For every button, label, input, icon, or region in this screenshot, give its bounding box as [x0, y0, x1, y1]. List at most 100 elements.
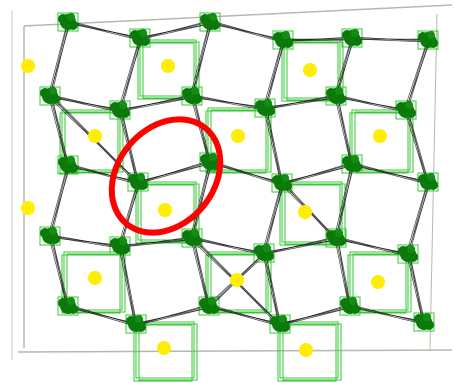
node-cluster-icon — [110, 101, 130, 118]
lattice-edge — [406, 182, 431, 257]
green-square-outline — [137, 42, 195, 100]
lattice-edge — [281, 307, 350, 326]
lattice-edge — [262, 183, 285, 256]
node-cluster-icon — [273, 31, 293, 48]
node-cluster-icon — [414, 313, 434, 330]
node-cluster-icon — [270, 315, 290, 332]
lattice-edge — [351, 304, 426, 324]
node-lobe — [210, 20, 220, 30]
lattice-edge — [193, 96, 210, 165]
lattice-edge — [407, 108, 430, 184]
node-cluster-icon — [126, 315, 146, 332]
lattice-edge — [192, 160, 212, 240]
node-cluster-icon — [182, 229, 202, 246]
node-lobe — [283, 38, 293, 48]
node-outline-box — [339, 296, 361, 316]
lattice-edge — [353, 162, 430, 184]
lattice-edge — [353, 164, 428, 185]
node-lobe — [68, 20, 78, 30]
lattice-edge — [139, 163, 210, 184]
node-lobe — [423, 313, 431, 321]
lattice-edge — [262, 254, 279, 324]
lattice-edge — [208, 23, 282, 40]
lattice-edge — [118, 247, 135, 324]
lattice-edge — [118, 183, 138, 246]
node-cluster-icon — [199, 297, 219, 314]
lattice-edge — [337, 96, 352, 167]
lattice-edge — [193, 238, 209, 309]
node-outline-box — [39, 86, 61, 106]
node-lobe — [418, 32, 428, 42]
lattice-edge — [48, 22, 71, 99]
lattice-edge — [141, 23, 210, 40]
lattice-edge — [190, 22, 213, 99]
node-cluster-icon — [58, 13, 78, 30]
green-square-outline — [63, 251, 123, 311]
lattice-edge — [190, 23, 210, 96]
lattice-edge — [266, 108, 282, 186]
lattice-edge — [48, 23, 68, 96]
node-lobe — [335, 87, 343, 95]
green-square-outline — [279, 321, 339, 379]
lattice-edge — [334, 165, 352, 238]
yellow-dot-icon — [161, 59, 175, 73]
node-lobe — [209, 304, 219, 314]
node-cluster-icon — [255, 99, 275, 116]
lattice-edge — [337, 94, 408, 112]
lattice-edge — [337, 236, 410, 256]
yellow-dot-icon — [373, 129, 387, 143]
node-lobe — [342, 30, 352, 40]
lattice-edge — [348, 307, 423, 322]
node-lobe — [50, 94, 60, 104]
node-lobe — [200, 14, 210, 24]
lattice-edge — [69, 165, 138, 185]
red-ellipse-highlight — [108, 116, 224, 236]
lattice-edges — [48, 20, 431, 327]
node-lobe — [209, 13, 217, 21]
lattice-edge — [118, 38, 143, 113]
node-lobe — [336, 94, 346, 104]
node-lobe — [272, 175, 282, 185]
node-lobe — [427, 173, 435, 181]
lattice-edge — [190, 239, 208, 306]
node-lobe — [264, 99, 272, 107]
node-lobe — [408, 252, 418, 262]
node-lobe — [128, 174, 138, 184]
green-square-outline — [349, 112, 409, 174]
highlight-layer — [108, 116, 224, 236]
node-lobe — [68, 304, 78, 314]
lattice-edge — [265, 253, 280, 327]
node-lobe — [199, 298, 209, 308]
node-lobe — [264, 251, 274, 261]
node-lobe — [326, 88, 336, 98]
node-lobe — [406, 108, 416, 118]
node-lobe — [49, 87, 57, 95]
node-lobe — [68, 163, 78, 173]
lattice-edge — [265, 38, 285, 110]
lattice-edge — [192, 20, 212, 98]
node-lobe — [58, 157, 68, 167]
yellow-dot-icon — [157, 341, 171, 355]
node-lobe — [280, 322, 290, 332]
node-lobe — [265, 106, 275, 116]
node-lobe — [119, 237, 127, 245]
node-lobe — [282, 31, 290, 39]
green-square-outline — [283, 39, 341, 99]
node-lobe — [49, 227, 57, 235]
node-lobe — [209, 153, 217, 161]
lattice-edge — [404, 41, 428, 110]
node-lobe — [191, 229, 199, 237]
node-lobe — [58, 14, 68, 24]
node-cluster-icon — [40, 227, 60, 244]
lattice-edge — [66, 23, 139, 38]
lattice-edge — [406, 255, 423, 322]
node-lobe — [110, 102, 120, 112]
node-lobe — [119, 101, 127, 109]
node-cluster-icon — [340, 297, 360, 314]
node-lobe — [407, 245, 415, 253]
lattice-edge — [51, 236, 68, 309]
lattice-edge — [283, 165, 352, 185]
node-cluster-icon — [418, 173, 438, 190]
node-outline-box — [127, 172, 149, 192]
